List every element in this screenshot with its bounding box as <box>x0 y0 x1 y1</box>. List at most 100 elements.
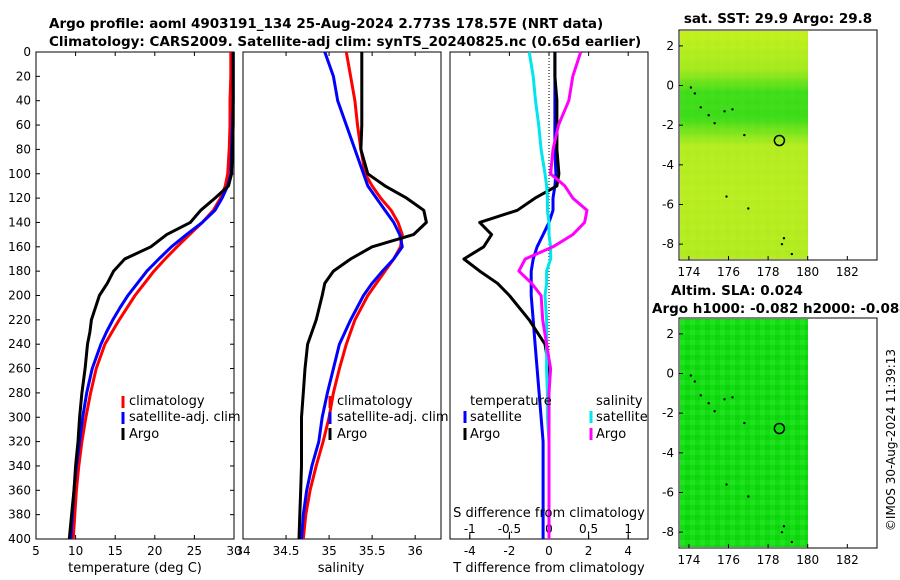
legend-label-s-satellite: satellite <box>596 410 648 425</box>
lon-tick-label: 182 <box>836 553 859 567</box>
depth-tick-label: 0 <box>23 45 31 59</box>
depth-tick-label: 280 <box>8 386 31 400</box>
lon-tick-label: 180 <box>796 265 819 279</box>
island-dot <box>731 108 734 111</box>
imos-stamp: ©IMOS 30-Aug-2024 11:39:13 <box>884 349 898 531</box>
lat-tick-label: 2 <box>666 39 674 53</box>
legend-header-temperature: temperature <box>470 394 552 409</box>
salinity-xlabel: salinity <box>318 561 365 576</box>
sst-map-panel: sat. SST: 29.9 Argo: 29.8 174 176 178 180 18… <box>662 11 878 279</box>
x-tick-label: -4 <box>464 544 476 558</box>
x-tick-label: 10 <box>68 544 83 558</box>
depth-tick-label: 320 <box>8 435 31 449</box>
depth-tick-label: 340 <box>8 459 31 473</box>
x-tick-label: -2 <box>503 544 515 558</box>
temperature-xlabel: temperature (deg C) <box>68 561 202 576</box>
series-line-argo <box>297 52 428 540</box>
difference-x2label: S difference from climatology <box>453 506 645 521</box>
difference-panel: -4 -2 0 2 4-1 -0.5 0 0.5 1 T difference from cli… <box>449 51 649 576</box>
lat-tick-label: -6 <box>662 197 674 211</box>
x-tick-label: 4 <box>624 544 632 558</box>
island-dot <box>693 92 697 95</box>
lat-tick-label: -2 <box>662 118 674 132</box>
sst-map-title: sat. SST: 29.9 Argo: 29.8 <box>684 11 872 27</box>
sla-field <box>680 319 808 547</box>
lat-tick-label: 2 <box>666 327 674 341</box>
depth-tick-label: 180 <box>8 264 31 278</box>
island-dot <box>790 252 794 256</box>
lon-tick-label: 180 <box>796 553 819 567</box>
salinity-axes-box <box>242 51 442 540</box>
depth-tick-label: 360 <box>8 483 31 497</box>
island-dot <box>743 133 746 137</box>
legend-label-climatology: climatology <box>337 394 413 409</box>
lon-tick-label: 174 <box>677 553 700 567</box>
island-dot <box>689 374 693 377</box>
salinity-x-axis: 34 34.5 35 35.5 36 <box>235 52 423 558</box>
x-tick-label: 20 <box>147 544 162 558</box>
x-tick-label: 35 <box>321 544 336 558</box>
x-tick-label: 2 <box>585 544 593 558</box>
x-tick-label: 35.5 <box>359 544 386 558</box>
difference-legend: temperature salinity satellite Argo sate… <box>463 394 648 442</box>
island-dot <box>693 380 697 383</box>
temperature-legend: climatology satellite-adj. clim Argo <box>121 394 241 442</box>
depth-tick-label: 300 <box>8 410 31 424</box>
depth-tick-label: 380 <box>8 508 31 522</box>
island-dot <box>689 86 693 89</box>
depth-tick-label: 60 <box>16 118 31 132</box>
x-tick-label: 30 <box>226 544 241 558</box>
depth-tick-label: 80 <box>16 142 31 156</box>
figure-title-line1: Argo profile: aoml 4903191_134 25-Aug-20… <box>49 16 603 32</box>
island-dot <box>743 421 746 425</box>
series-line-argo <box>67 52 235 540</box>
depth-tick-label: 140 <box>8 215 31 229</box>
island-dot <box>780 242 784 246</box>
legend-label-argo: Argo <box>337 427 367 442</box>
x-tick-label: 5 <box>32 544 40 558</box>
x2-tick-label: -0.5 <box>498 522 521 536</box>
x2-tick-label: -1 <box>464 522 476 536</box>
lon-tick-label: 178 <box>757 553 780 567</box>
salinity-legend: climatology satellite-adj. clim Argo <box>328 394 449 442</box>
depth-tick-label: 20 <box>16 69 31 83</box>
series-line-salinity-argo <box>517 51 589 539</box>
island-dot <box>713 121 716 125</box>
lon-tick-label: 182 <box>836 265 859 279</box>
island-dot <box>725 195 728 198</box>
island-dot <box>707 114 710 117</box>
island-dot <box>699 394 702 397</box>
x-tick-label: 25 <box>187 544 202 558</box>
island-dot <box>725 483 728 486</box>
argo-position-marker <box>773 134 786 147</box>
depth-tick-label: 100 <box>8 167 31 181</box>
lon-tick-label: 176 <box>717 265 740 279</box>
temperature-profiles <box>67 52 235 540</box>
island-dot <box>747 207 750 210</box>
lon-tick-label: 174 <box>677 265 700 279</box>
x-tick-label: 36 <box>408 544 423 558</box>
series-line-temperature-satellite <box>529 52 558 539</box>
lon-tick-label: 176 <box>717 553 740 567</box>
difference-profiles <box>462 51 589 539</box>
island-dot <box>713 409 716 413</box>
depth-tick-label: 40 <box>16 94 31 108</box>
island-dot <box>723 110 726 113</box>
lat-tick-label: -2 <box>662 406 674 420</box>
argo-position-marker <box>773 422 786 435</box>
island-dot <box>731 396 734 399</box>
depth-tick-label: 240 <box>8 337 31 351</box>
legend-label-t-argo: Argo <box>470 427 500 442</box>
sla-map-islands <box>689 374 794 544</box>
series-line-satellite-adj-clim <box>300 51 404 540</box>
temperature-x-axis: 5 10 15 20 25 30 <box>32 52 242 558</box>
depth-tick-label: 260 <box>8 362 31 376</box>
island-dot <box>782 236 786 240</box>
legend-label-s-argo: Argo <box>596 427 626 442</box>
legend-label-satellite: satellite-adj. clim <box>337 410 449 425</box>
legend-label-climatology: climatology <box>129 394 205 409</box>
legend-label-t-satellite: satellite <box>470 410 522 425</box>
depth-tick-label: 120 <box>8 191 31 205</box>
depth-tick-label: 200 <box>8 289 31 303</box>
